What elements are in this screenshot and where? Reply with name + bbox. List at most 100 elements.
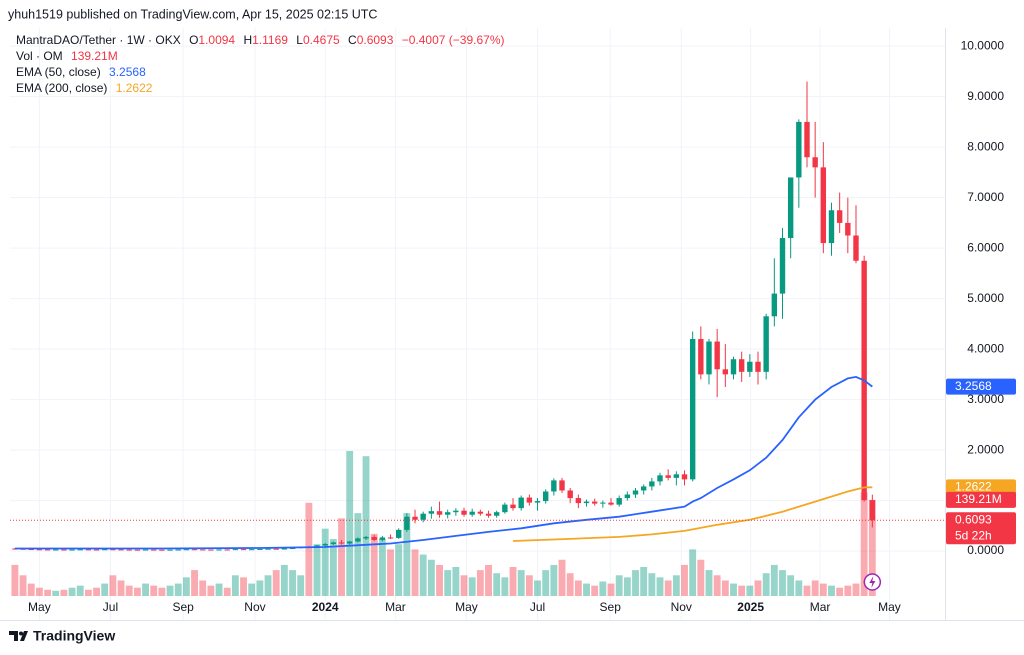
ema-last-value: 1.2622 bbox=[955, 480, 992, 494]
volume-bar bbox=[811, 580, 819, 596]
volume-bar bbox=[427, 559, 435, 596]
volume-bar bbox=[321, 528, 329, 596]
volume-bar bbox=[795, 580, 803, 596]
volume-bar bbox=[779, 570, 786, 596]
ema-line bbox=[512, 486, 873, 542]
candle-body bbox=[698, 339, 704, 375]
candle-body bbox=[477, 511, 484, 514]
volume-bar bbox=[656, 577, 664, 596]
volume-name: Vol · OM bbox=[16, 49, 63, 63]
candle-body bbox=[175, 549, 181, 551]
candle-body bbox=[796, 121, 802, 178]
candle-body bbox=[53, 549, 59, 551]
candle-body bbox=[469, 511, 475, 515]
volume-bar bbox=[84, 589, 92, 596]
ema-value: 1.2622 bbox=[115, 81, 153, 95]
realtime-icon-bolt bbox=[869, 576, 876, 588]
candle-body bbox=[44, 549, 51, 551]
ohlc-key: C bbox=[348, 33, 357, 47]
volume-bar bbox=[566, 573, 574, 596]
x-tick-label: Jul bbox=[530, 600, 545, 614]
volume-bar bbox=[411, 549, 419, 596]
volume-bar bbox=[615, 575, 623, 596]
candle-body bbox=[249, 549, 255, 551]
volume-bar bbox=[591, 585, 599, 596]
volume-bar bbox=[182, 577, 190, 596]
volume-bar bbox=[558, 559, 566, 596]
ohlc-value: 1.0094 bbox=[198, 33, 236, 47]
brand-logo bbox=[9, 631, 28, 641]
candle-body bbox=[110, 549, 116, 551]
change: −0.4007 (−39.67%) bbox=[401, 33, 505, 47]
candle-body bbox=[330, 542, 337, 544]
volume-bar bbox=[354, 513, 362, 596]
ohlc-key: O bbox=[189, 33, 199, 47]
volume-bar bbox=[599, 581, 607, 596]
x-tick-label: Sep bbox=[600, 600, 622, 614]
volume-bar bbox=[517, 570, 525, 596]
candle-body bbox=[281, 548, 288, 550]
volume-bar bbox=[101, 583, 109, 596]
candle-body bbox=[567, 490, 573, 499]
x-tick-label: Mar bbox=[385, 600, 406, 614]
volume-bar bbox=[860, 492, 868, 596]
candle-body bbox=[436, 511, 443, 515]
volume-bar bbox=[52, 590, 60, 596]
volume-bar bbox=[133, 587, 141, 596]
volume-bar bbox=[329, 539, 337, 596]
volume-bar bbox=[215, 583, 223, 596]
candle-body bbox=[93, 549, 100, 551]
y-tick-label: 2.0000 bbox=[967, 442, 1004, 456]
candle-body bbox=[257, 548, 263, 550]
candle-body bbox=[551, 480, 557, 492]
volume-bar bbox=[844, 585, 852, 596]
candle-body bbox=[689, 339, 696, 480]
candle-body bbox=[836, 210, 843, 223]
y-tick-label: 7.0000 bbox=[967, 190, 1004, 204]
volume-bar bbox=[60, 589, 68, 596]
volume-bar bbox=[738, 585, 746, 596]
volume-bar bbox=[338, 518, 345, 596]
volume-bar bbox=[501, 577, 509, 596]
volume-bar bbox=[44, 589, 51, 596]
symbol-title: MantraDAO/Tether · 1W · OKX bbox=[16, 33, 181, 47]
candle-body bbox=[159, 549, 165, 551]
ema-last-value-box bbox=[946, 378, 1016, 395]
volume-bar bbox=[436, 564, 443, 596]
volume-bar bbox=[640, 567, 648, 596]
volume-bar bbox=[730, 583, 737, 596]
volume-bar bbox=[632, 570, 639, 596]
candle-body bbox=[600, 502, 606, 504]
volume-bar bbox=[419, 554, 427, 596]
candle-body bbox=[673, 474, 680, 478]
candle-body bbox=[134, 549, 141, 551]
candle-body bbox=[853, 235, 859, 261]
x-tick-label: Nov bbox=[671, 600, 692, 614]
volume-bar bbox=[583, 583, 590, 596]
candle-body bbox=[665, 475, 671, 478]
y-tick-label: 6.0000 bbox=[967, 240, 1004, 254]
volume-bar bbox=[174, 583, 182, 596]
candle-body bbox=[347, 541, 353, 544]
candle-body bbox=[583, 501, 590, 504]
countdown: 5d 22h bbox=[955, 528, 992, 542]
candle-body bbox=[36, 549, 43, 551]
candle-body bbox=[102, 549, 108, 551]
volume-bar bbox=[289, 570, 296, 596]
candle-body bbox=[151, 549, 157, 551]
y-tick-label: 4.0000 bbox=[967, 341, 1004, 355]
volume-bar bbox=[770, 564, 778, 596]
candle-body bbox=[559, 480, 565, 491]
volume-bar bbox=[868, 499, 876, 596]
last-price-box bbox=[946, 512, 1016, 545]
volume-bar bbox=[444, 570, 452, 596]
volume-legend: Vol · OM 139.21M bbox=[16, 48, 118, 64]
candle-body bbox=[371, 536, 377, 540]
ema-name: EMA (50, close) bbox=[16, 65, 101, 79]
grid-layer bbox=[10, 28, 945, 620]
candle-body bbox=[142, 549, 149, 551]
volume-bar bbox=[35, 587, 43, 596]
candle-body bbox=[640, 486, 647, 491]
